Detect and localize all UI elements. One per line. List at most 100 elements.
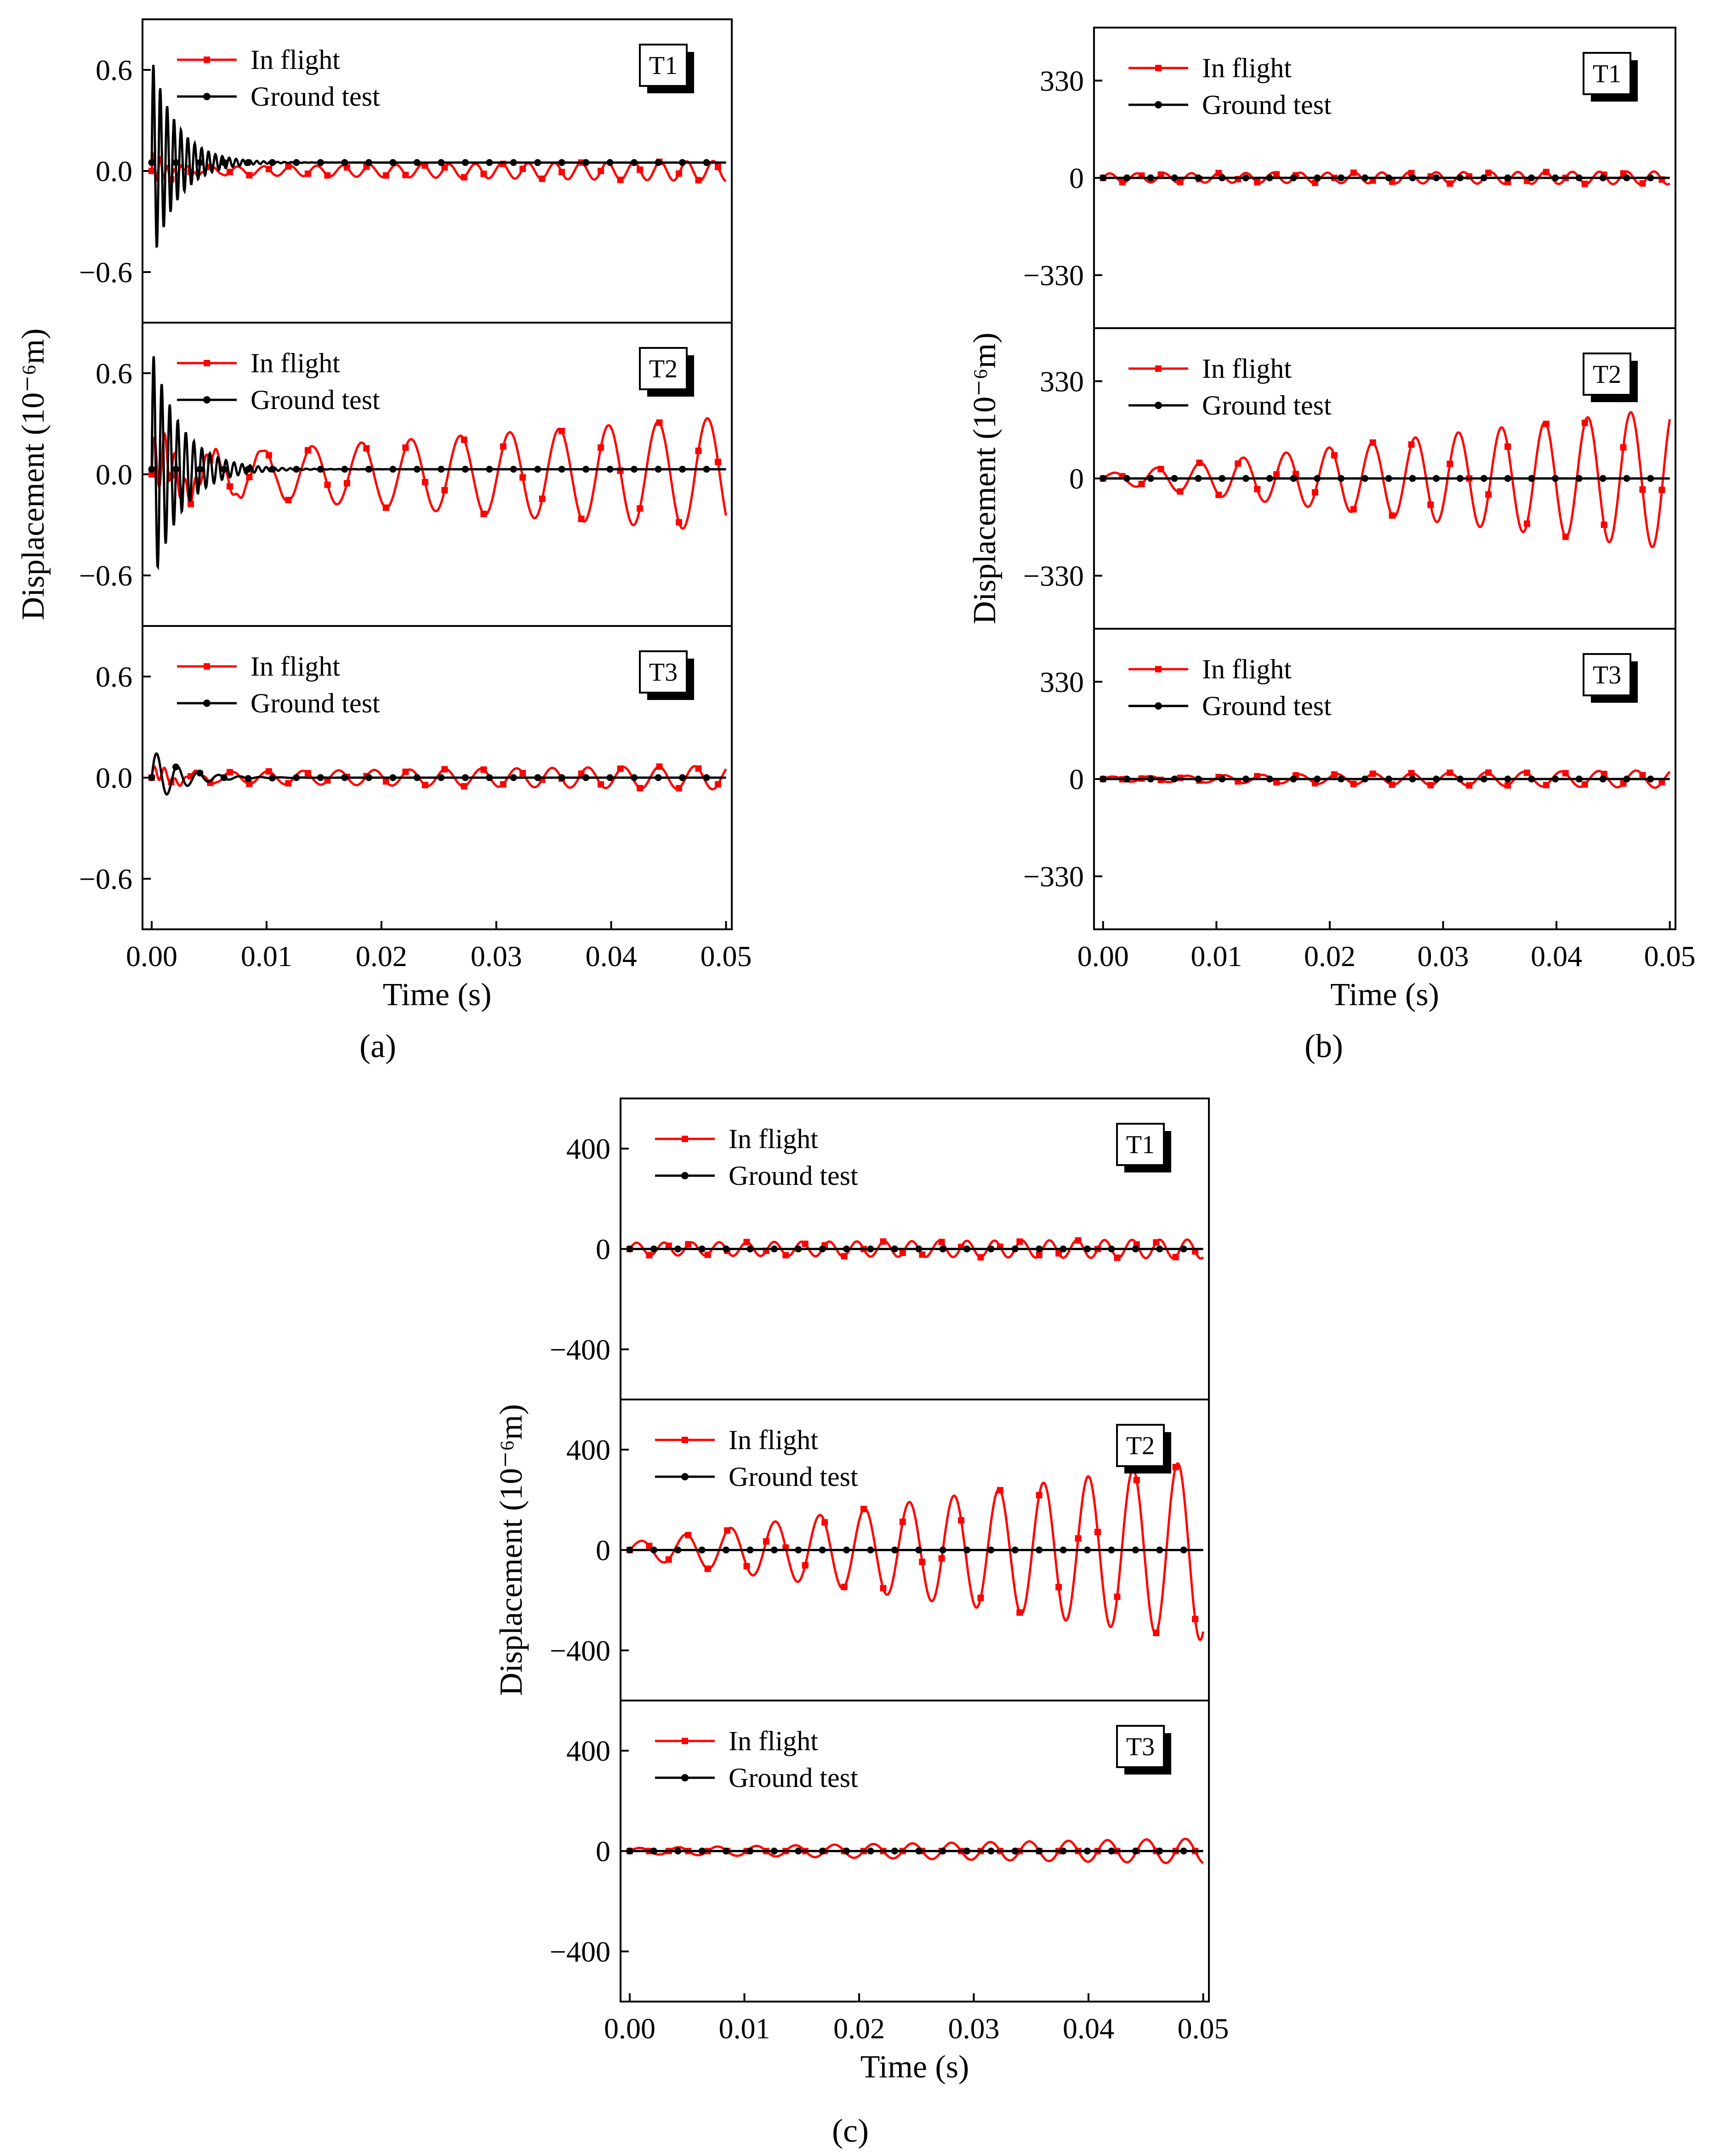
series-in-flight-marker: [860, 1506, 867, 1513]
series-in-flight-marker: [1504, 443, 1511, 450]
series-in-flight-marker: [715, 164, 722, 171]
series-ground-test-marker: [631, 159, 638, 166]
series-in-flight-marker: [246, 474, 253, 481]
series-ground-test-marker: [939, 1547, 946, 1553]
series-ground-test-marker: [1242, 775, 1249, 783]
series-ground-test-marker: [1147, 174, 1154, 182]
series-in-flight-marker: [695, 177, 702, 184]
series-in-flight-marker: [1447, 461, 1453, 467]
x-axis-title: Time (s): [383, 977, 492, 1013]
x-tick-label: 0.02: [1304, 940, 1356, 973]
series-in-flight-marker: [782, 1252, 789, 1258]
x-tick-label: 0.04: [1531, 940, 1582, 973]
series-ground-test-marker: [558, 774, 565, 781]
series-in-flight-marker: [1562, 770, 1569, 777]
x-tick-label: 0.03: [948, 2012, 999, 2045]
y-tick-label: −330: [1023, 259, 1084, 292]
series-in-flight-marker: [665, 1242, 672, 1249]
series-ground-test-marker: [148, 159, 155, 166]
series-ground-test-marker: [220, 466, 228, 473]
series-ground-test-marker: [770, 1547, 778, 1553]
series-in-flight-marker: [1254, 179, 1261, 186]
series-in-flight-marker: [1331, 452, 1338, 459]
series-in-flight-marker: [841, 1583, 848, 1590]
series-in-flight-marker: [1196, 459, 1203, 466]
series-in-flight-marker: [1658, 779, 1665, 786]
series-ground-test-marker: [987, 1848, 995, 1855]
series-ground-test-marker: [698, 1848, 706, 1855]
series-in-flight-marker: [1408, 770, 1415, 777]
series-ground-test-marker: [510, 774, 517, 781]
series-in-flight-marker: [382, 172, 389, 179]
series-ground-test-marker: [413, 774, 421, 781]
series-ground-test-marker: [1036, 1547, 1043, 1553]
legend-in-flight-label: In flight: [1202, 353, 1292, 384]
legend-ground-test-label: Ground test: [1202, 691, 1332, 721]
series-in-flight-marker: [763, 1538, 769, 1545]
series-in-flight-marker: [1369, 770, 1376, 777]
series-in-flight-marker: [265, 452, 272, 459]
series-in-flight-marker: [899, 1250, 906, 1257]
tag-box: [1116, 1123, 1165, 1166]
series-ground-test-marker: [891, 1848, 898, 1855]
series-ground-test-marker: [1108, 1246, 1115, 1252]
series-ground-test-marker: [1623, 475, 1630, 482]
series-in-flight-marker: [1601, 521, 1607, 528]
series-ground-test-marker: [413, 466, 421, 473]
series-in-flight-line: [629, 1462, 1204, 1641]
series-ground-test-marker: [626, 1848, 633, 1855]
series-in-flight-marker: [539, 495, 546, 502]
series-in-flight-marker: [246, 780, 253, 787]
series-ground-test-marker: [582, 159, 590, 166]
series-in-flight-marker: [1427, 501, 1434, 508]
series-in-flight-marker: [187, 501, 194, 507]
series-in-flight-marker: [1639, 180, 1646, 187]
series-ground-test-marker: [1623, 174, 1630, 182]
series-ground-test-marker: [196, 466, 204, 473]
series-ground-test-marker: [510, 159, 517, 166]
subplot-t3: 330 0 −330 In flight Ground test T3: [1023, 628, 1676, 930]
series-in-flight-marker: [1153, 1239, 1160, 1246]
series-in-flight-marker: [539, 175, 546, 182]
series-in-flight-marker: [1639, 772, 1646, 779]
series-in-flight-marker: [441, 487, 448, 494]
series-in-flight-marker: [997, 1487, 1003, 1494]
series-in-flight-marker: [441, 164, 448, 171]
series-ground-test-marker: [1180, 1848, 1187, 1855]
series-in-flight-marker: [802, 1562, 809, 1569]
series-ground-test-marker: [1361, 775, 1368, 783]
series-in-flight-marker: [598, 168, 604, 174]
series-ground-test-marker: [462, 774, 469, 781]
series-in-flight-marker: [324, 172, 331, 179]
series-in-flight-marker: [617, 176, 624, 183]
series-ground-test-marker: [268, 466, 276, 473]
series-in-flight-marker: [1543, 421, 1550, 427]
series-in-flight-marker: [285, 780, 292, 787]
series-ground-test-marker: [268, 774, 276, 782]
series-in-flight-marker: [324, 777, 331, 784]
series-ground-test-marker: [172, 466, 179, 473]
x-tick-label: 0.00: [126, 940, 177, 973]
y-tick-label: −330: [1023, 860, 1084, 893]
series-ground-test-marker: [1108, 1848, 1115, 1855]
tag-label: T1: [649, 51, 678, 80]
series-ground-test-marker: [1100, 775, 1107, 783]
x-axis-title: Time (s): [1330, 977, 1439, 1013]
series-ground-test-marker: [1123, 475, 1131, 482]
series-ground-test-marker: [1361, 174, 1368, 182]
series-in-flight-marker: [637, 166, 644, 173]
series-ground-test-marker: [819, 1547, 826, 1553]
series-in-flight-marker: [1581, 781, 1588, 788]
series-in-flight-marker: [265, 165, 272, 172]
series-ground-test-marker: [413, 159, 421, 166]
series-in-flight-marker: [1153, 1629, 1160, 1636]
series-ground-test-marker: [631, 466, 638, 473]
series-ground-test-marker: [1147, 775, 1154, 783]
series-in-flight-marker: [676, 519, 683, 526]
legend-ground-test-label: Ground test: [251, 385, 380, 415]
series-in-flight-marker: [285, 496, 292, 503]
series-ground-test-marker: [915, 1547, 923, 1553]
y-tick-label: 0: [1069, 763, 1084, 796]
series-in-flight-marker: [578, 516, 585, 523]
series-ground-test-marker: [365, 774, 372, 781]
